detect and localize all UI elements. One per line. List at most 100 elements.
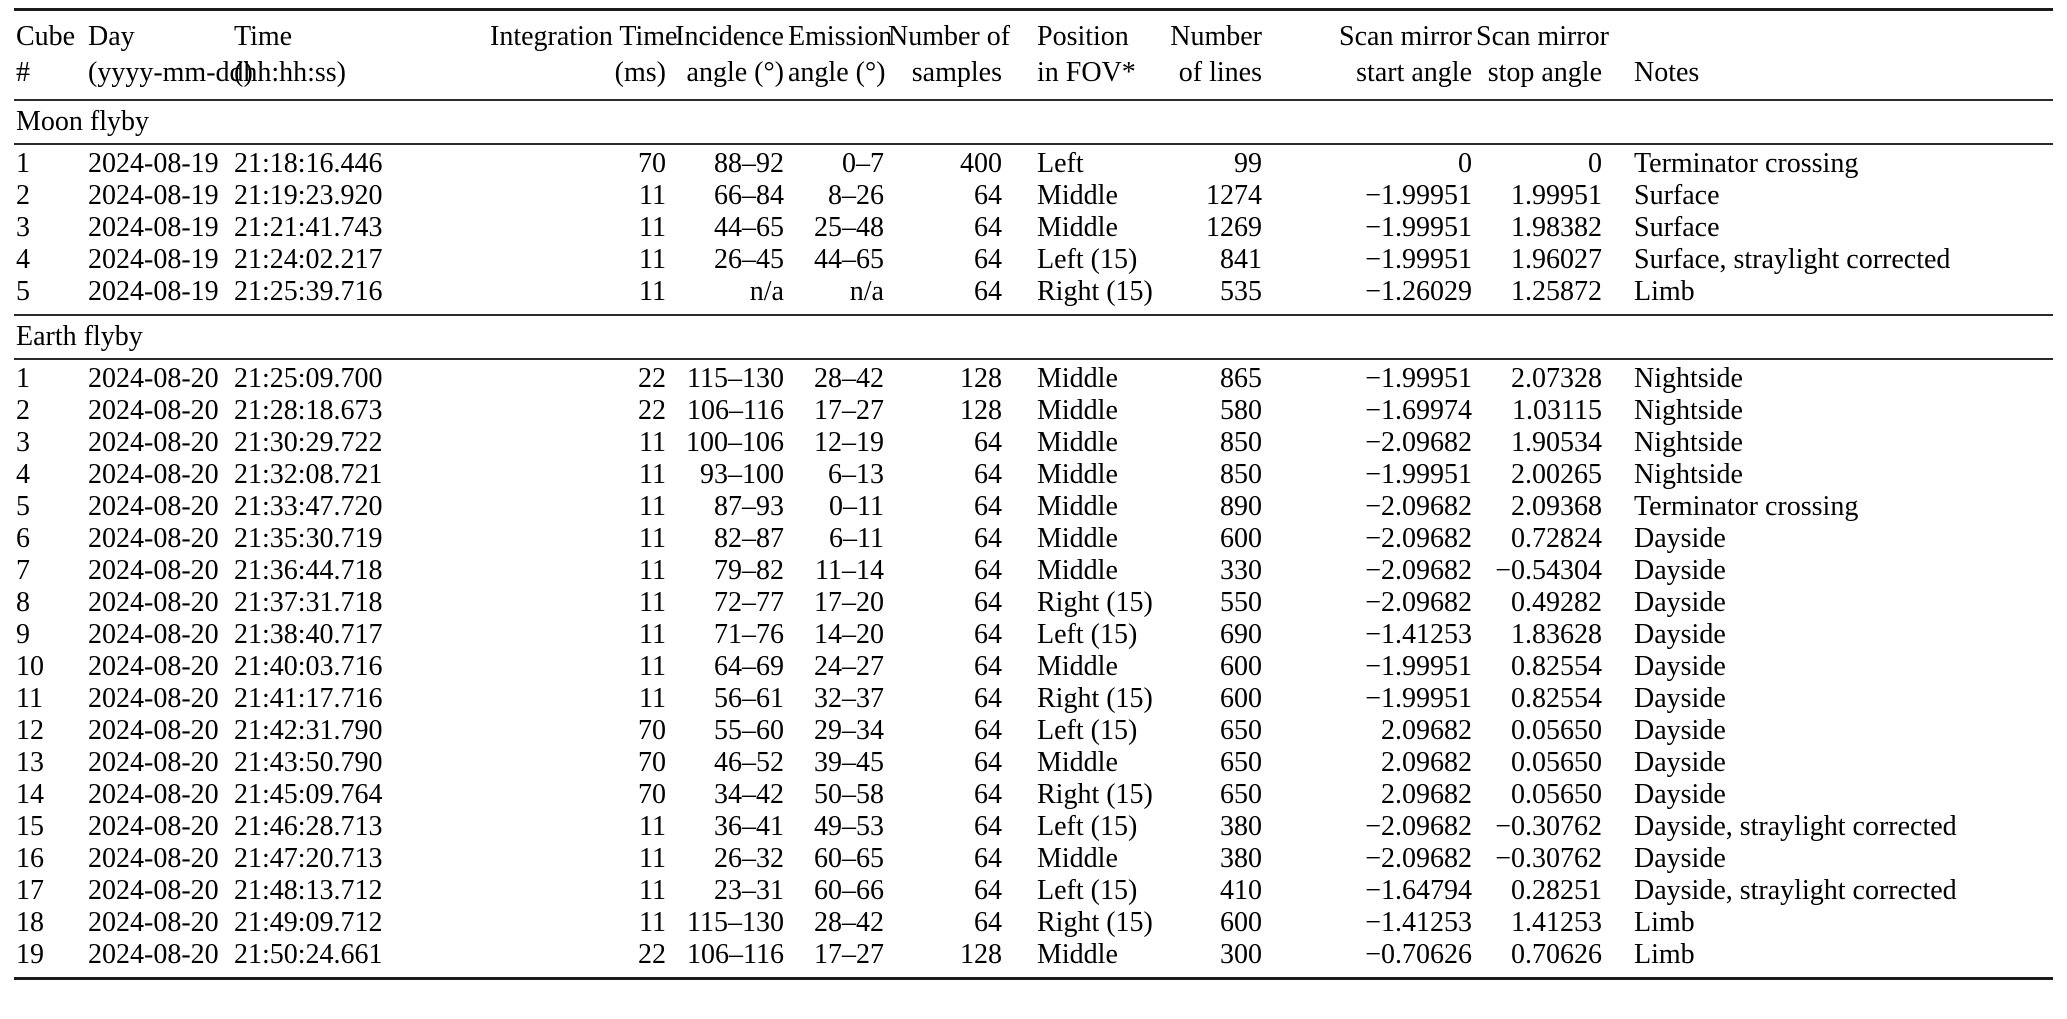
table-row: 4 2024-08-20 21:32:08.721 11 93–100 6–13 64 Mid…: [14, 459, 2053, 491]
cell-day: 2024-08-20: [88, 587, 219, 618]
cell-integration_time: 11: [639, 587, 666, 618]
cell-position_fov: Middle: [1037, 395, 1118, 426]
cell-scan_start: −2.09682: [1365, 811, 1472, 842]
cell-scan_start: −1.64794: [1365, 875, 1472, 906]
cell-time: 21:40:03.716: [234, 651, 383, 682]
section-moon-flyby: Moon flyby 1 2024-08-19 21:18:16.446 70 88–92…: [14, 100, 2053, 315]
cell-num_lines: 580: [1220, 395, 1262, 426]
table-row: 8 2024-08-20 21:37:31.718 11 72–77 17–20 64 Rig…: [14, 587, 2053, 619]
cell-notes: Dayside, straylight corrected: [1634, 811, 1957, 842]
cell-position_fov: Right (15): [1037, 683, 1153, 714]
cell-day: 2024-08-20: [88, 555, 219, 586]
cell-position_fov: Right (15): [1037, 907, 1153, 938]
cell-position_fov: Middle: [1037, 843, 1118, 874]
cell-cube: 10: [16, 651, 44, 682]
cell-notes: Limb: [1634, 907, 1695, 938]
cell-num_samples: 64: [974, 843, 1002, 874]
cell-scan_stop: 1.90534: [1511, 427, 1602, 458]
cell-num_lines: 841: [1220, 244, 1262, 275]
cell-incidence_angle: n/a: [749, 276, 784, 307]
cell-scan_start: 0: [1458, 148, 1472, 179]
cell-position_fov: Middle: [1037, 459, 1118, 490]
cell-num_lines: 650: [1220, 715, 1262, 746]
cell-scan_start: −1.99951: [1365, 459, 1472, 490]
cell-integration_time: 11: [639, 244, 666, 275]
table-row: 17 2024-08-20 21:48:13.712 11 23–31 60–66 64 Le…: [14, 875, 2053, 907]
col-header-incidence_angle: Incidence angle (°): [668, 10, 786, 101]
table-row: 7 2024-08-20 21:36:44.718 11 79–82 11–14 64 Mid…: [14, 555, 2053, 587]
cell-time: 21:41:17.716: [234, 683, 383, 714]
cell-incidence_angle: 106–116: [687, 939, 784, 970]
cell-cube: 3: [16, 427, 30, 458]
col-header-line1: Emission: [788, 21, 893, 52]
cell-scan_start: 2.09682: [1381, 779, 1472, 810]
cell-integration_time: 11: [639, 907, 666, 938]
cell-day: 2024-08-19: [88, 276, 219, 307]
cell-scan_stop: 0.05650: [1511, 715, 1602, 746]
table-row: 3 2024-08-19 21:21:41.743 11 44–65 25–48 64 Mid…: [14, 212, 2053, 244]
cell-day: 2024-08-19: [88, 148, 219, 179]
cell-scan_stop: 1.03115: [1512, 395, 1602, 426]
observation-table: Cube # Day (yyyy-mm-dd) Time (hh:hh:ss) Integr…: [14, 8, 2053, 980]
cell-num_lines: 1269: [1206, 212, 1262, 243]
col-header-notes: Notes: [1604, 10, 2053, 101]
col-header-line1: Scan mirror: [1476, 21, 1609, 52]
cell-emission_angle: 17–27: [814, 939, 884, 970]
col-header-line2: start angle: [1356, 57, 1472, 88]
col-header-line1: Scan mirror: [1339, 21, 1472, 52]
cell-num_samples: 128: [960, 395, 1002, 426]
cell-integration_time: 11: [639, 212, 666, 243]
col-header-line1: Integration Time: [490, 21, 678, 52]
cell-integration_time: 11: [639, 180, 666, 211]
col-header-line2: (ms): [614, 57, 666, 88]
cell-position_fov: Middle: [1037, 427, 1118, 458]
cell-num_samples: 64: [974, 427, 1002, 458]
cell-day: 2024-08-20: [88, 747, 219, 778]
cell-incidence_angle: 44–65: [714, 212, 784, 243]
cell-incidence_angle: 82–87: [714, 523, 784, 554]
cell-position_fov: Left (15): [1037, 715, 1138, 746]
cell-scan_stop: 1.41253: [1511, 907, 1602, 938]
cell-cube: 3: [16, 212, 30, 243]
cell-num_samples: 64: [974, 811, 1002, 842]
cell-time: 21:28:18.673: [234, 395, 383, 426]
cell-emission_angle: 39–45: [814, 747, 884, 778]
cell-time: 21:21:41.743: [234, 212, 383, 243]
section-title: Earth flyby: [16, 321, 143, 352]
cell-integration_time: 70: [638, 747, 666, 778]
cell-integration_time: 11: [639, 276, 666, 307]
cell-num_samples: 64: [974, 587, 1002, 618]
cell-incidence_angle: 26–32: [714, 843, 784, 874]
cell-cube: 5: [16, 491, 30, 522]
cell-num_samples: 64: [974, 212, 1002, 243]
table-row: 10 2024-08-20 21:40:03.716 11 64–69 24–27 64 Mi…: [14, 651, 2053, 683]
section-header-row: Earth flyby: [14, 315, 2053, 359]
cell-time: 21:43:50.790: [234, 747, 383, 778]
cell-scan_stop: 0.28251: [1511, 875, 1602, 906]
cell-scan_start: −1.41253: [1365, 619, 1472, 650]
cell-emission_angle: 0–7: [842, 148, 884, 179]
cell-scan_stop: −0.30762: [1495, 843, 1602, 874]
cell-num_lines: 380: [1220, 811, 1262, 842]
cell-scan_start: 2.09682: [1381, 715, 1472, 746]
table-row: 16 2024-08-20 21:47:20.713 11 26–32 60–65 64 Mi…: [14, 843, 2053, 875]
cell-time: 21:50:24.661: [234, 939, 383, 970]
cell-incidence_angle: 93–100: [700, 459, 784, 490]
cell-cube: 2: [16, 395, 30, 426]
table-row: 9 2024-08-20 21:38:40.717 11 71–76 14–20 64 Lef…: [14, 619, 2053, 651]
cell-scan_stop: 0.05650: [1511, 747, 1602, 778]
cell-emission_angle: 0–11: [829, 491, 884, 522]
cell-day: 2024-08-20: [88, 651, 219, 682]
cell-num_samples: 64: [974, 491, 1002, 522]
cell-position_fov: Right (15): [1037, 276, 1153, 307]
table-row: 4 2024-08-19 21:24:02.217 11 26–45 44–65 64 Lef…: [14, 244, 2053, 276]
col-header-line2: #: [16, 57, 30, 88]
cell-num_lines: 300: [1220, 939, 1262, 970]
cell-time: 21:38:40.717: [234, 619, 383, 650]
col-header-cube: Cube #: [14, 10, 86, 101]
cell-day: 2024-08-20: [88, 939, 219, 970]
cell-num_lines: 890: [1220, 491, 1262, 522]
cell-cube: 9: [16, 619, 30, 650]
cell-incidence_angle: 87–93: [714, 491, 784, 522]
cell-emission_angle: 25–48: [814, 212, 884, 243]
